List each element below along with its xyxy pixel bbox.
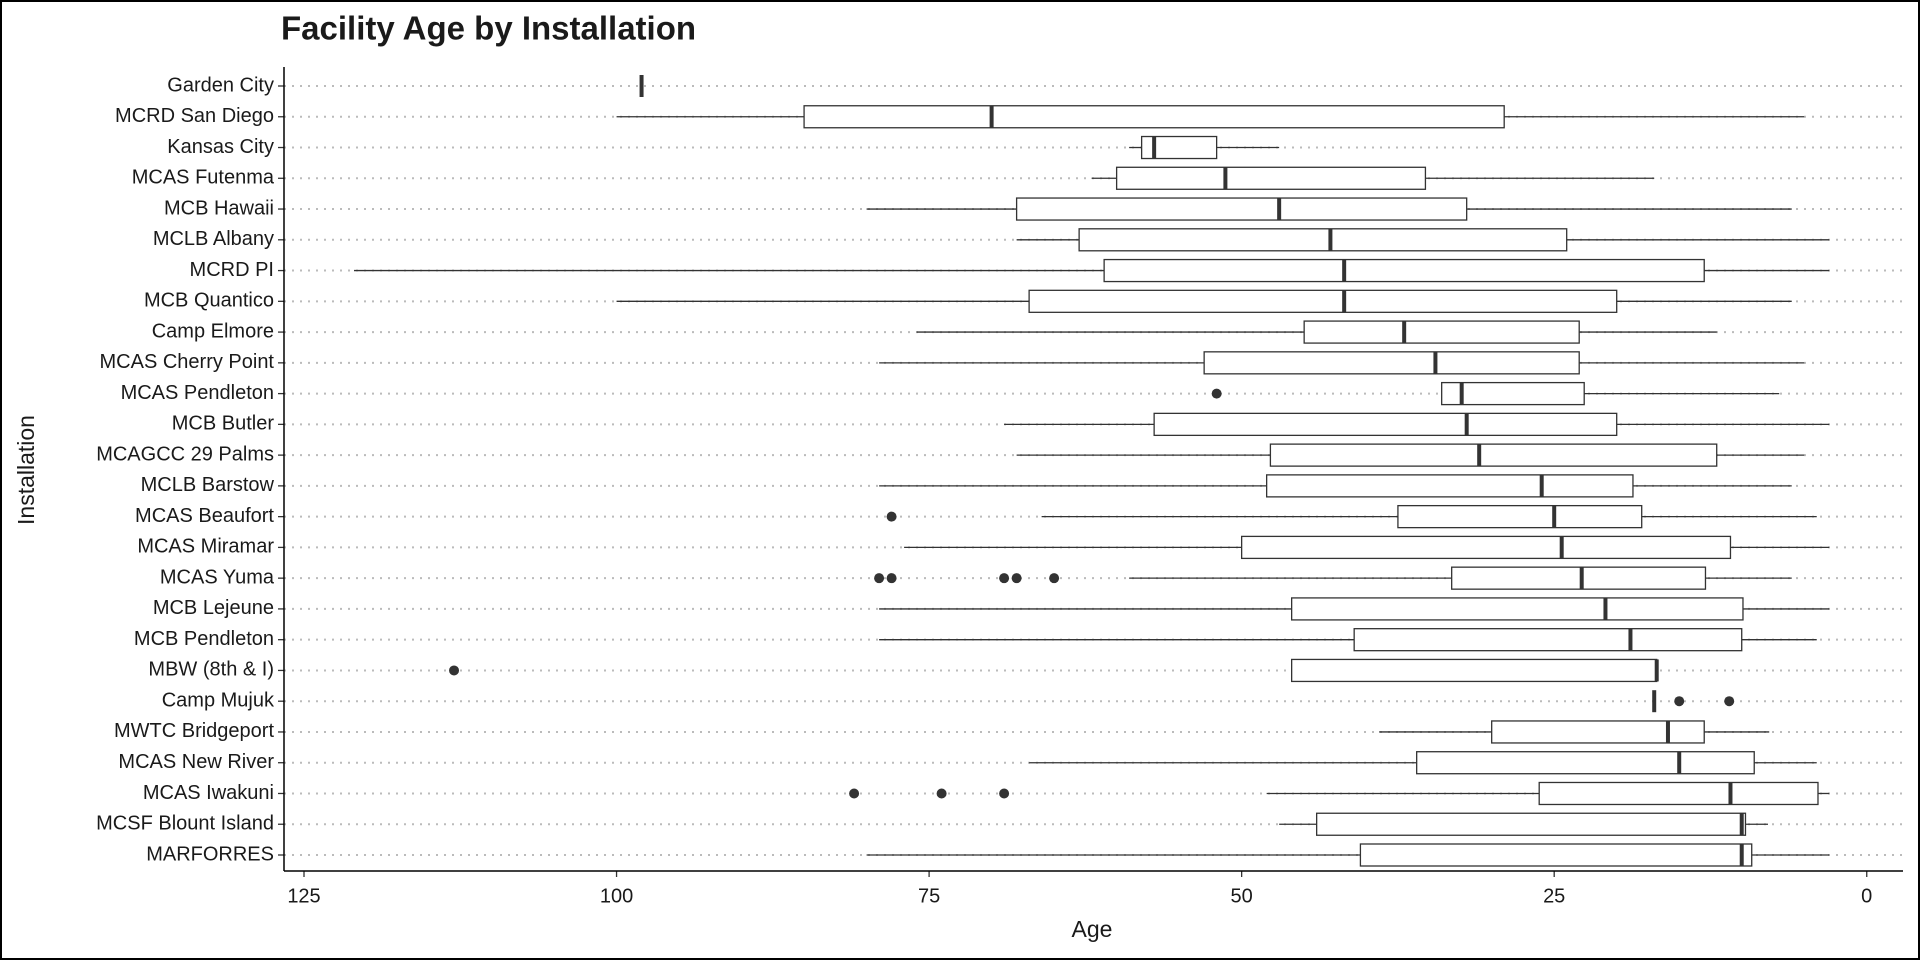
outlier [874, 573, 885, 584]
y-tick-label: MCLB Albany [153, 228, 274, 250]
outlier [886, 511, 897, 522]
box [1416, 751, 1755, 775]
y-tick-label: MBW (8th & I) [148, 659, 274, 681]
outlier [449, 665, 460, 676]
y-tick-label: MCLB Barstow [141, 474, 275, 496]
y-tick-label: MCB Butler [172, 413, 275, 435]
y-tick-label: MCRD PI [190, 259, 274, 281]
box [1140, 135, 1218, 160]
y-tick-label: MCAS Iwakuni [143, 782, 274, 804]
y-tick-label: MCAS New River [118, 751, 274, 773]
outlier [886, 573, 897, 584]
box [1153, 412, 1618, 437]
box [1291, 658, 1658, 683]
box [1269, 443, 1718, 467]
y-tick-label: MWTC Bridgeport [114, 720, 274, 742]
outlier [999, 788, 1010, 799]
box [1015, 197, 1468, 221]
box [1451, 566, 1707, 590]
box [1078, 228, 1568, 252]
box [1240, 535, 1732, 560]
y-tick-label: MCAGCC 29 Palms [96, 443, 274, 465]
y-tick-label: MCSF Blount Island [96, 813, 274, 835]
y-tick-label: Camp Elmore [152, 320, 274, 342]
y-tick-label: MCAS Beaufort [135, 505, 274, 527]
box [1359, 843, 1753, 867]
y-tick-label: MCAS Cherry Point [100, 351, 275, 373]
x-tick-label: 0 [1861, 885, 1872, 907]
box [1353, 628, 1743, 652]
box [1291, 597, 1744, 621]
outlier [1211, 388, 1222, 399]
box [1115, 166, 1427, 190]
outlier [1724, 696, 1735, 707]
y-tick-label: Camp Mujuk [162, 689, 275, 711]
y-tick-label: MCB Hawaii [164, 197, 274, 219]
outlier [1674, 696, 1685, 707]
box [803, 105, 1505, 129]
box [1303, 320, 1580, 344]
outlier [936, 788, 947, 799]
outlier [1049, 573, 1060, 584]
y-tick-label: MCAS Yuma [160, 566, 275, 588]
y-tick-label: MCRD San Diego [115, 105, 274, 127]
box [1538, 781, 1819, 806]
x-tick-label: 25 [1543, 885, 1565, 907]
x-tick-label: 50 [1231, 885, 1253, 907]
x-axis-title: Age [1072, 916, 1113, 942]
box [1491, 720, 1705, 744]
x-tick-label: 100 [600, 885, 633, 907]
box [1203, 351, 1580, 375]
x-tick-label: 75 [918, 885, 940, 907]
box [1028, 289, 1618, 313]
y-axis-title: Installation [13, 415, 39, 525]
chart-title: Facility Age by Installation [281, 10, 696, 47]
y-tick-label: MCB Pendleton [134, 628, 274, 650]
y-tick-label: Kansas City [167, 136, 274, 158]
y-tick-label: MCB Quantico [144, 290, 274, 312]
y-tick-label: MARFORRES [146, 843, 274, 865]
y-tick-label: MCB Lejeune [153, 597, 274, 619]
y-tick-label: MCAS Miramar [137, 536, 274, 558]
box [1316, 812, 1747, 836]
box [1103, 258, 1705, 283]
y-tick-label: MCAS Futenma [132, 167, 275, 189]
outlier [849, 788, 860, 799]
y-tick-label: MCAS Pendleton [121, 382, 274, 404]
y-tick-label: Garden City [167, 74, 274, 96]
box [1441, 381, 1585, 406]
x-tick-label: 125 [287, 885, 320, 907]
box [1397, 504, 1643, 529]
outlier [999, 573, 1010, 584]
box [1266, 474, 1634, 498]
outlier [1011, 573, 1022, 584]
